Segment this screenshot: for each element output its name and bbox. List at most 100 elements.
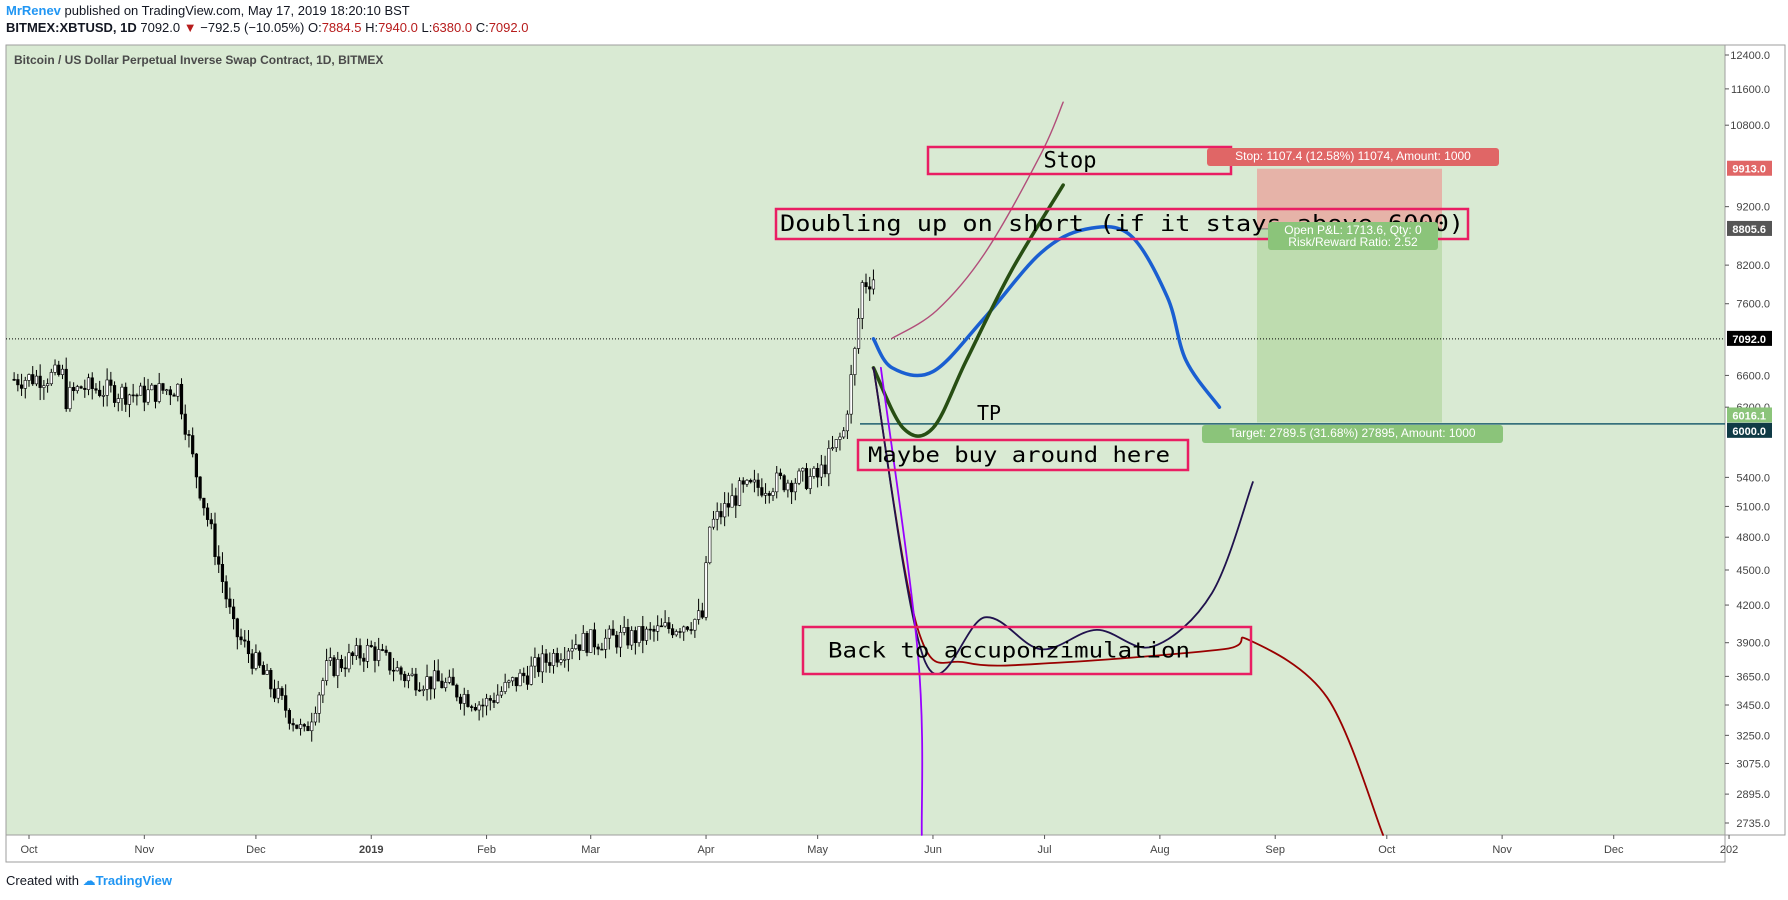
price-tick-label: 2735.0 (1736, 818, 1770, 830)
author-link[interactable]: MrRenev (6, 3, 61, 18)
candle-body (146, 389, 150, 403)
pnl-label: Open P&L: 1713.6, Qty: 0 (1284, 223, 1422, 237)
high-label: H: (365, 20, 379, 35)
open-value: 7884.5 (321, 20, 362, 35)
candle-body (395, 667, 399, 672)
candle-body (410, 673, 414, 676)
candle-body (801, 468, 805, 472)
candle-body (827, 448, 831, 475)
candle-body (522, 672, 526, 677)
candle-body (135, 394, 139, 397)
candle-body (399, 667, 403, 675)
price-tick-label: 3075.0 (1736, 758, 1770, 770)
candle-body (503, 682, 507, 692)
candle-body (455, 684, 459, 698)
close-label: C: (475, 20, 489, 35)
price-tick-label: 4200.0 (1736, 600, 1770, 612)
candle-body (581, 633, 585, 651)
tp-annotation-text: TP (977, 401, 1001, 425)
candle-body (797, 470, 801, 484)
candle-body (417, 689, 422, 692)
candle-body (298, 724, 303, 729)
candle-body (864, 282, 868, 288)
candle-body (83, 387, 87, 390)
price-tick-label: 3650.0 (1736, 671, 1770, 683)
candle-body (75, 386, 79, 392)
candle-body (86, 377, 91, 390)
candle-body (291, 723, 295, 726)
candle-body (577, 644, 582, 651)
candle-body (373, 646, 377, 661)
tradingview-brand[interactable]: TradingView (95, 873, 172, 888)
candle-body (425, 676, 429, 690)
price-tick-label: 12400.0 (1730, 50, 1770, 62)
candle-body (611, 628, 615, 636)
change-value: −792.5 (−10.05%) (200, 20, 305, 35)
candle-body (317, 694, 321, 714)
candle-body (217, 556, 221, 565)
time-tick-label: Nov (135, 844, 155, 856)
candle-body (838, 436, 842, 440)
candle-body (607, 628, 611, 639)
down-arrow-icon: ▼ (183, 20, 197, 35)
candle-body (38, 375, 42, 388)
candle-body (142, 385, 146, 403)
candle-body (685, 626, 690, 630)
candle-body (27, 374, 31, 381)
candle-body (228, 598, 232, 608)
candle-body (585, 633, 589, 653)
candle-body (388, 652, 392, 671)
low-label: L: (421, 20, 433, 35)
last-price: 7092.0 (140, 20, 181, 35)
candle-body (172, 394, 176, 397)
candle-body (767, 493, 771, 496)
candle-body (763, 493, 768, 496)
candle-body (514, 677, 518, 687)
candle-body (127, 394, 132, 405)
candle-body (60, 368, 65, 375)
candle-body (165, 389, 169, 392)
candle-body (328, 657, 332, 661)
candle-body (105, 379, 109, 396)
candle-body (462, 694, 466, 704)
candle-body (150, 384, 154, 391)
price-axis[interactable] (1724, 44, 1786, 836)
candle-body (458, 696, 463, 704)
candle-body (600, 648, 604, 651)
candle-body (19, 384, 24, 389)
candle-body (351, 652, 355, 657)
candle-body (354, 645, 358, 657)
candle-body (276, 688, 280, 699)
candle-body (477, 704, 481, 711)
chart-header: MrRenev published on TradingView.com, Ma… (6, 2, 528, 36)
tradingview-logo-icon: ☁ (82, 873, 96, 888)
time-tick-label: Jul (1038, 844, 1052, 856)
time-axis[interactable] (5, 834, 1726, 863)
price-badge-bg (1727, 160, 1772, 176)
candle-body (711, 518, 716, 528)
time-tick-label: Sep (1265, 844, 1285, 856)
target-zone (1257, 228, 1442, 423)
candle-body (563, 658, 567, 661)
candle-body (626, 627, 630, 646)
candle-body (16, 379, 20, 386)
candle-body (559, 659, 563, 663)
candle-body (403, 673, 407, 682)
annotation-box (801, 625, 1253, 676)
candle-body (12, 378, 16, 381)
candle-body (678, 631, 682, 633)
candle-body (139, 385, 143, 396)
candle-body (533, 657, 537, 667)
candle-body (771, 491, 775, 496)
candle-body (544, 653, 548, 663)
price-tick-label: 4500.0 (1736, 565, 1770, 577)
candle-body (786, 482, 790, 491)
annotation-box (774, 207, 1470, 241)
candle-body (566, 650, 570, 660)
candle-body (168, 389, 172, 396)
candle-body (45, 383, 50, 386)
candle-body (704, 562, 708, 618)
candle-body (656, 625, 660, 632)
candle-body (284, 695, 288, 711)
